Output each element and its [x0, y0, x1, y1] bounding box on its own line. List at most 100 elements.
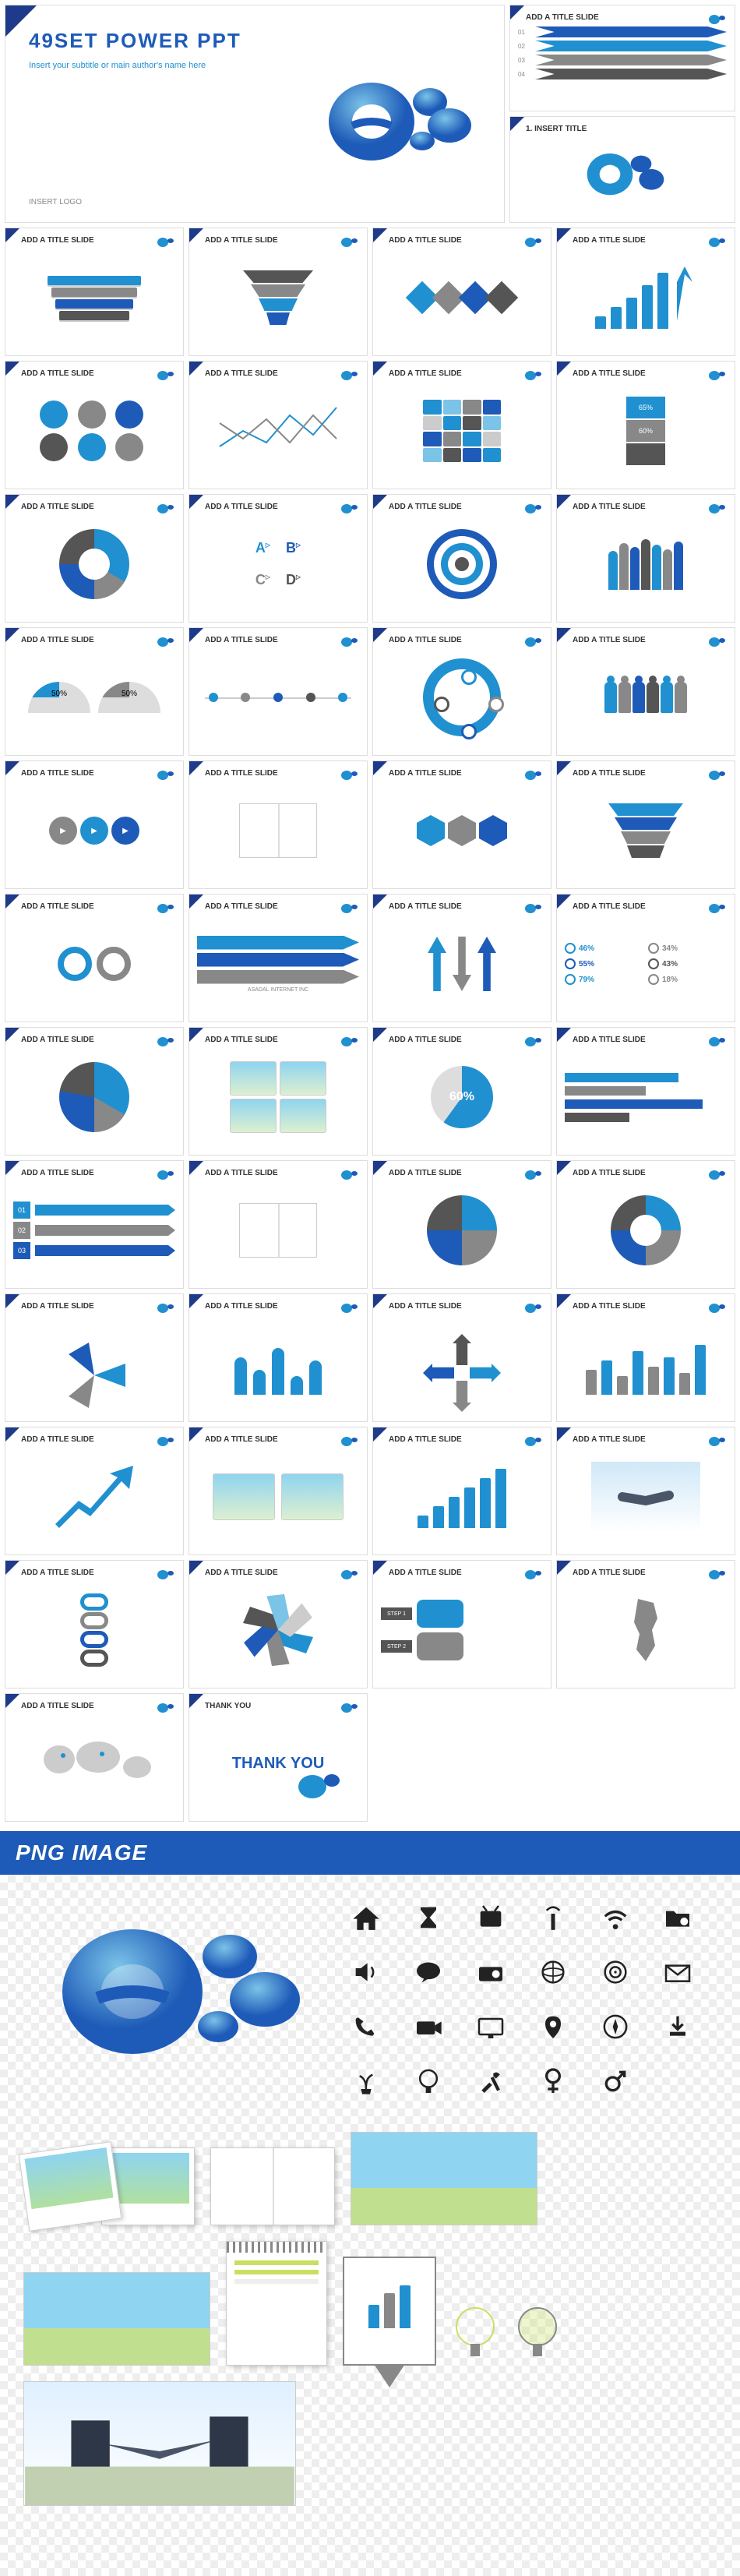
hero-logo-placeholder: INSERT LOGO	[29, 198, 82, 206]
mini-logo-icon	[523, 901, 544, 915]
tools-icon	[467, 2062, 514, 2101]
slide-body	[13, 384, 175, 478]
mini-logo-icon	[523, 1567, 544, 1581]
slide-title: ADD A TITLE SLIDE	[389, 503, 543, 511]
slide-title: ADD A TITLE SLIDE	[389, 636, 543, 644]
mini-logo-icon	[707, 368, 728, 382]
slide-body: THANK YOU	[197, 1717, 359, 1810]
slide-title: ADD A TITLE SLIDE	[389, 369, 543, 378]
slide-title: ADD A TITLE SLIDE	[205, 1036, 359, 1044]
tv-icon	[467, 1898, 514, 1937]
png-body	[0, 1875, 740, 2576]
mini-logo-icon	[707, 768, 728, 782]
hero-main-slide: 49SET POWER PPT Insert your subtitle or …	[5, 5, 505, 223]
arrow-shape	[535, 55, 727, 65]
slide-21: ADD A TITLE SLIDE	[5, 894, 184, 1022]
slide-title: ADD A TITLE SLIDE	[205, 1169, 359, 1177]
notebook	[226, 2241, 327, 2366]
slide-15: ADD A TITLE SLIDE	[372, 627, 551, 756]
slide-body	[381, 917, 543, 1011]
slide-body	[197, 1583, 359, 1677]
slide-title: ADD A TITLE SLIDE	[573, 236, 727, 245]
radio-zoom-icon	[467, 1953, 514, 1992]
slide-title: ADD A TITLE SLIDE	[389, 1036, 543, 1044]
slide-title: ADD A TITLE SLIDE	[21, 369, 175, 378]
arrow-row: 04	[518, 69, 727, 79]
slide-36: ADD A TITLE SLIDE	[556, 1293, 735, 1422]
arrow-shape	[535, 41, 727, 51]
slide-9: ADD A TITLE SLIDE	[5, 494, 184, 623]
mini-logo-icon	[155, 901, 177, 915]
slide-body	[13, 1050, 175, 1144]
slide-7: ADD A TITLE SLIDE	[372, 361, 551, 489]
slide-body	[381, 1317, 543, 1410]
slide-body	[197, 251, 359, 344]
slide-body	[197, 1450, 359, 1544]
mini-logo-icon	[339, 235, 361, 249]
arrow-row: 02	[518, 41, 727, 51]
download-icon	[654, 2007, 701, 2046]
mini-logo-icon	[155, 501, 177, 515]
arrow-row: 03	[518, 55, 727, 65]
slide-body	[565, 1583, 727, 1677]
slide-body	[381, 784, 543, 877]
slide-45: ADD A TITLE SLIDE	[5, 1693, 184, 1822]
mini-logo-icon	[523, 1167, 544, 1181]
slide-8: ADD A TITLE SLIDE 65%60%	[556, 361, 735, 489]
mini-logo-icon	[339, 1034, 361, 1048]
mini-logo-icon	[707, 1300, 728, 1314]
mini-logo-icon	[155, 1700, 177, 1714]
arrow-shape	[535, 69, 727, 79]
slide-title: ADD A TITLE SLIDE	[389, 236, 543, 245]
male-icon	[592, 2062, 639, 2101]
slide-title: ADD A TITLE SLIDE	[389, 1435, 543, 1444]
slide-body	[13, 517, 175, 611]
png-top-row	[23, 1898, 717, 2101]
mini-logo-icon	[523, 1434, 544, 1448]
lightbulb-2	[514, 2303, 561, 2366]
png-header: PNG IMAGE	[0, 1831, 740, 1875]
slide-24: ADD A TITLE SLIDE46%34%55%43%79%18%	[556, 894, 735, 1022]
handshake-photo	[23, 2381, 296, 2506]
mini-logo-icon	[339, 1700, 361, 1714]
slide-19: ADD A TITLE SLIDE	[372, 760, 551, 889]
mini-logo-icon	[707, 1167, 728, 1181]
slide-37: ADD A TITLE SLIDE	[5, 1427, 184, 1555]
slide-title: ADD A TITLE SLIDE	[389, 902, 543, 911]
lightbulb-1	[452, 2303, 499, 2366]
slide-2: ADD A TITLE SLIDE	[189, 228, 368, 356]
slide-body	[381, 1450, 543, 1544]
slide-title: ADD A TITLE SLIDE	[573, 369, 727, 378]
mini-logo-icon	[155, 1167, 177, 1181]
slide-body: 65%60%	[565, 384, 727, 478]
slide-5: ADD A TITLE SLIDE	[5, 361, 184, 489]
monitor-icon	[467, 2007, 514, 2046]
compass-icon	[592, 2007, 639, 2046]
mini-logo-icon	[707, 1434, 728, 1448]
slide-29: ADD A TITLE SLIDE010203	[5, 1160, 184, 1289]
mini-logo-icon	[155, 1567, 177, 1581]
slide-title: ADD A TITLE SLIDE	[21, 503, 175, 511]
mini-logo-icon	[707, 12, 728, 26]
slide-title: ADD A TITLE SLIDE	[573, 1435, 727, 1444]
speaker-icon	[343, 1953, 389, 1992]
hero-side-2-title: 1. INSERT TITLE	[526, 125, 727, 133]
slide-body	[13, 251, 175, 344]
slide-title: ADD A TITLE SLIDE	[205, 1435, 359, 1444]
slide-title: ADD A TITLE SLIDE	[389, 1569, 543, 1577]
mini-logo-icon	[707, 1034, 728, 1048]
slide-body	[381, 384, 543, 478]
big-water-e-logo	[23, 1898, 319, 2054]
plant-icon	[343, 2062, 389, 2101]
arrow-num: 03	[518, 57, 530, 64]
mini-logo-icon	[523, 501, 544, 515]
camera-icon	[405, 2007, 452, 2046]
slide-title: ADD A TITLE SLIDE	[389, 1169, 543, 1177]
slide-title: ADD A TITLE SLIDE	[389, 769, 543, 778]
slide-body	[565, 1184, 727, 1277]
slide-title: ADD A TITLE SLIDE	[21, 1435, 175, 1444]
slide-title: ADD A TITLE SLIDE	[573, 769, 727, 778]
open-book	[210, 2147, 335, 2225]
slide-body	[197, 784, 359, 877]
slide-31: ADD A TITLE SLIDE	[372, 1160, 551, 1289]
